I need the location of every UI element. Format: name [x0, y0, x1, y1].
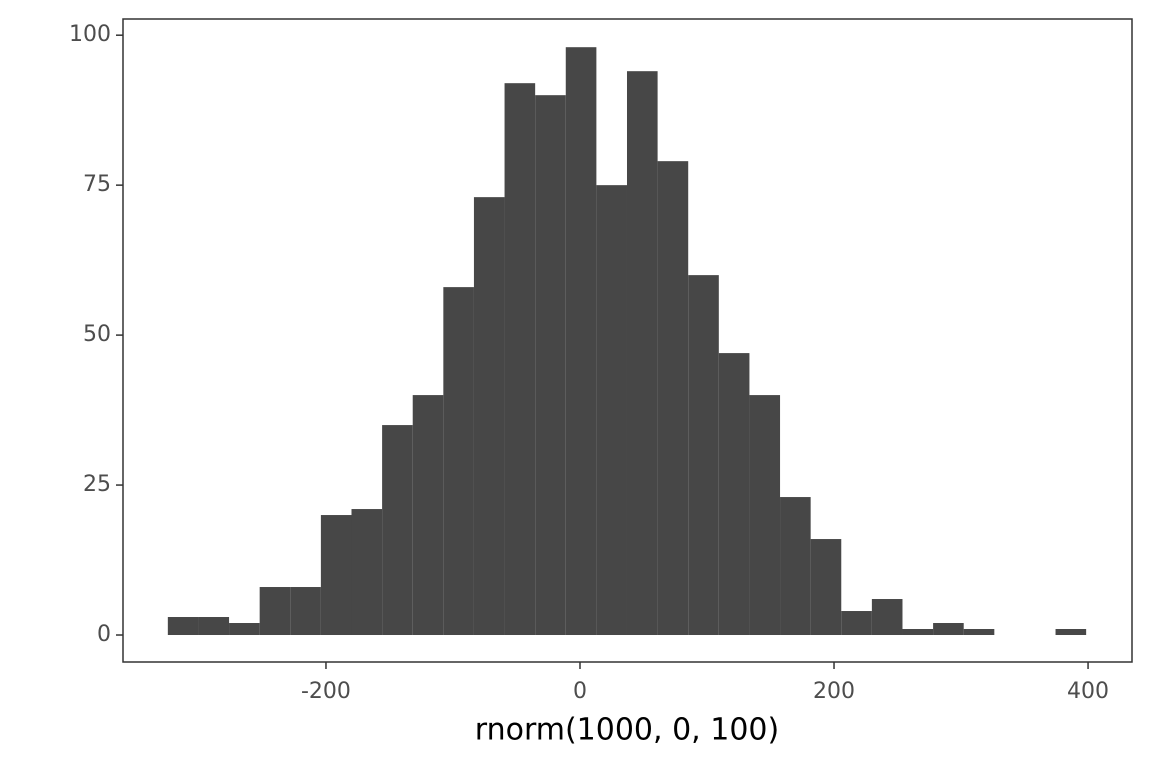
x-axis-title: rnorm(1000, 0, 100): [475, 713, 779, 748]
bar: [535, 95, 566, 636]
y-tick-label: 100: [69, 22, 111, 47]
bar: [810, 539, 842, 636]
bar: [565, 47, 597, 636]
bar: [871, 599, 903, 636]
bar: [963, 629, 995, 636]
x-tick-label: 400: [1067, 679, 1109, 704]
bar: [626, 71, 658, 636]
bar: [259, 587, 291, 636]
x-tick-label: 200: [813, 679, 855, 704]
bar: [780, 497, 811, 636]
y-tick-label: 75: [83, 172, 111, 197]
bar: [749, 395, 781, 636]
bar: [657, 161, 689, 636]
y-tick-label: 0: [97, 622, 111, 647]
bar: [933, 623, 964, 636]
bar: [320, 515, 352, 636]
bar: [1055, 629, 1087, 636]
bar: [229, 623, 260, 636]
bar: [443, 287, 474, 636]
bar: [167, 617, 199, 636]
x-tick-label: 0: [573, 679, 587, 704]
bar: [688, 275, 719, 636]
bar: [351, 509, 383, 636]
bar: [504, 83, 536, 636]
bar: [412, 395, 444, 636]
y-tick-label: 50: [83, 322, 111, 347]
bar: [473, 197, 505, 636]
bar: [382, 425, 413, 636]
bar: [902, 629, 934, 636]
bar: [290, 587, 321, 636]
bar: [596, 185, 627, 636]
x-tick-label: -200: [301, 679, 351, 704]
bar: [718, 353, 750, 636]
y-tick-label: 25: [83, 472, 111, 497]
bar: [841, 611, 872, 636]
bar: [198, 617, 230, 636]
panel-border: [122, 18, 1133, 663]
